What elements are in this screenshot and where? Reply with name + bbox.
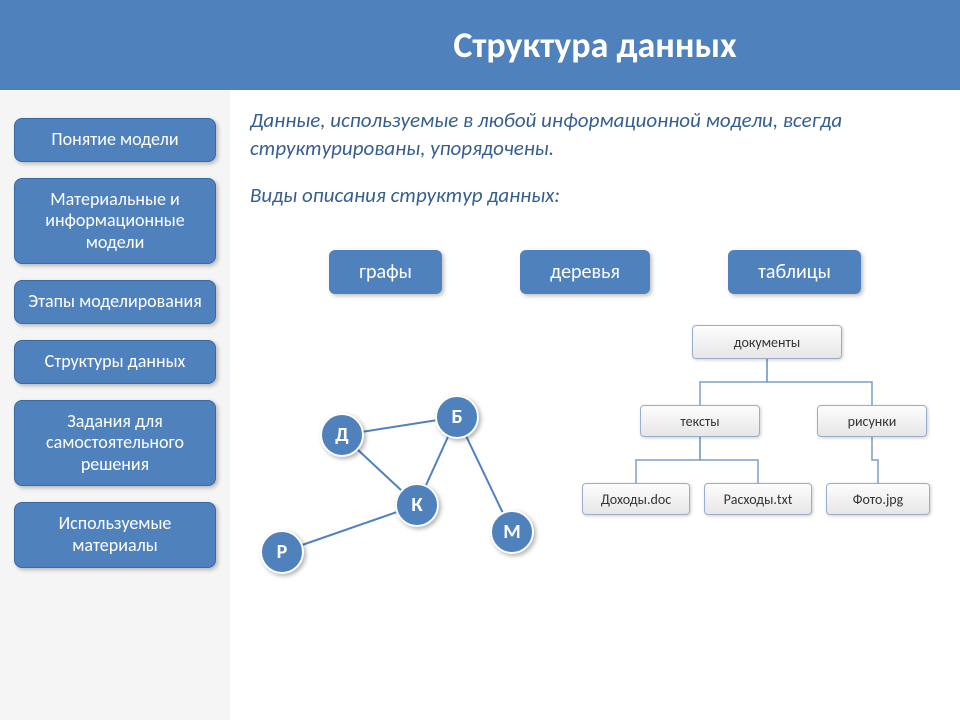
tree-node: Доходы.doc bbox=[582, 483, 690, 515]
sidebar-item-models[interactable]: Материальные и информационные модели bbox=[14, 178, 216, 265]
graph-node: М bbox=[490, 510, 534, 554]
sidebar: Понятие модели Материальные и информацио… bbox=[0, 90, 230, 720]
graph-diagram: Д БК М Р bbox=[240, 375, 550, 645]
kind-graphs[interactable]: графы bbox=[329, 250, 442, 294]
intro-text: Данные, используемые в любой информацион… bbox=[250, 106, 940, 163]
kind-trees[interactable]: деревья bbox=[520, 250, 650, 294]
sidebar-item-structures[interactable]: Структуры данных bbox=[14, 340, 216, 384]
tree-node: рисунки bbox=[817, 405, 927, 437]
content-area: Данные, используемые в любой информацион… bbox=[230, 90, 960, 720]
tree-node: документы bbox=[692, 325, 842, 359]
sidebar-item-tasks[interactable]: Задания для самостоятельного решения bbox=[14, 400, 216, 487]
tree-diagram: документы тексты рисунки Доходы.doc Расходы.… bbox=[582, 325, 942, 625]
graph-node: Д bbox=[320, 413, 364, 457]
subhead-text: Виды описания структур данных: bbox=[250, 181, 940, 209]
graph-node: Р bbox=[260, 530, 304, 574]
header: Структура данных bbox=[0, 0, 960, 90]
graph-node: К bbox=[395, 483, 439, 527]
sidebar-item-stages[interactable]: Этапы моделирования bbox=[14, 280, 216, 324]
header-corner bbox=[0, 0, 230, 90]
sidebar-item-materials[interactable]: Используемые материалы bbox=[14, 502, 216, 567]
page-title: Структура данных bbox=[230, 0, 960, 90]
kinds-row: графы деревья таблицы bbox=[230, 250, 960, 294]
kind-tables[interactable]: таблицы bbox=[728, 250, 861, 294]
sidebar-item-concept[interactable]: Понятие модели bbox=[14, 118, 216, 162]
tree-node: Фото.jpg bbox=[826, 483, 930, 515]
tree-node: Расходы.txt bbox=[704, 483, 812, 515]
tree-node: тексты bbox=[640, 405, 760, 437]
graph-node: Б bbox=[435, 395, 479, 439]
